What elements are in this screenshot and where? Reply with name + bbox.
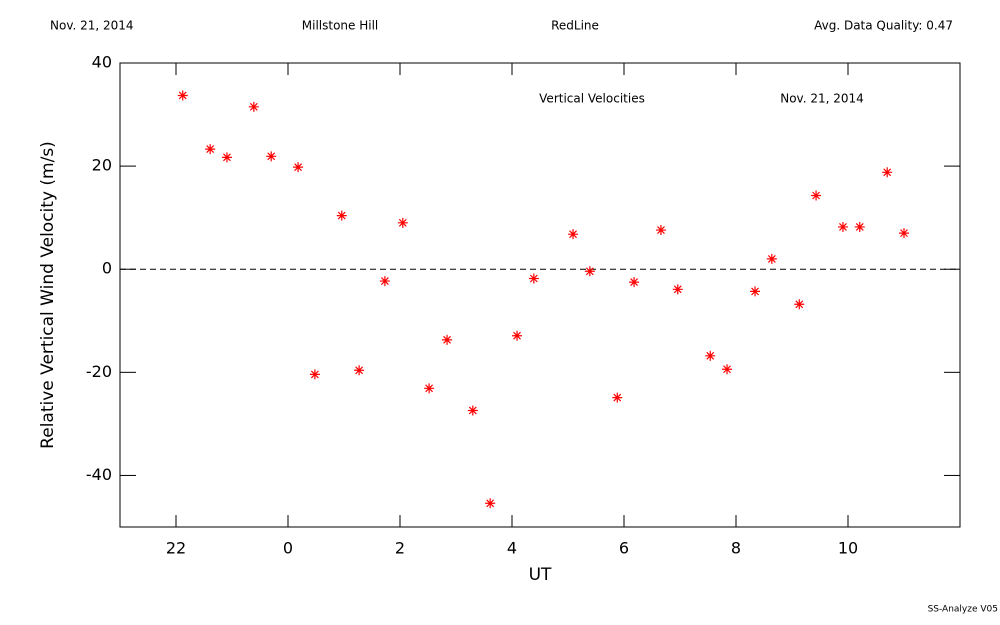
x-axis-label: UT	[529, 565, 552, 585]
data-point	[442, 334, 453, 345]
data-point	[899, 228, 909, 239]
data-point	[629, 277, 640, 288]
x-tick-label: 22	[166, 539, 186, 558]
data-point	[672, 284, 683, 295]
data-point	[612, 392, 623, 403]
y-tick-label: 0	[102, 259, 112, 278]
x-tick-label: 6	[619, 539, 629, 558]
data-point	[794, 299, 805, 310]
data-point	[221, 152, 232, 163]
header-line: RedLine	[551, 19, 599, 33]
data-point	[512, 330, 523, 341]
data-point	[766, 253, 777, 264]
header-site: Millstone Hill	[302, 19, 378, 33]
x-tick-label: 0	[283, 539, 293, 558]
data-point	[379, 276, 390, 287]
y-tick-label: -40	[86, 465, 112, 484]
data-point	[397, 217, 408, 228]
y-tick-label: -20	[86, 362, 112, 381]
y-tick-label: 20	[92, 156, 112, 175]
data-point	[205, 144, 216, 155]
data-point	[354, 365, 365, 376]
data-point	[837, 221, 848, 232]
data-point	[882, 167, 893, 178]
header-date: Nov. 21, 2014	[50, 19, 134, 33]
data-point	[811, 190, 822, 201]
data-point	[568, 229, 579, 240]
data-point	[266, 151, 277, 162]
data-point	[528, 273, 539, 284]
chart-title: Vertical Velocities	[539, 92, 645, 106]
data-point	[655, 225, 666, 236]
data-point	[485, 498, 496, 509]
data-point	[248, 101, 259, 112]
data-point	[309, 369, 320, 380]
data-point	[336, 210, 347, 221]
data-point	[722, 364, 733, 375]
data-point	[467, 405, 478, 416]
x-tick-label: 10	[838, 539, 858, 558]
y-tick-label: 40	[92, 53, 112, 72]
y-axis-label: Relative Vertical Wind Velocity (m/s)	[38, 141, 58, 449]
data-point	[293, 162, 304, 173]
x-tick-label: 4	[507, 539, 517, 558]
data-point	[854, 221, 865, 232]
data-point	[424, 383, 435, 394]
header-quality: Avg. Data Quality: 0.47	[814, 19, 953, 33]
data-point	[750, 286, 761, 297]
x-tick-label: 8	[731, 539, 741, 558]
x-tick-label: 2	[395, 539, 405, 558]
data-point	[177, 90, 188, 101]
data-point	[705, 350, 716, 361]
plot-frame	[119, 62, 961, 528]
annotation: Nov. 21, 2014	[780, 92, 864, 106]
footer: SS-Analyze V05	[928, 605, 998, 615]
data-point	[584, 266, 595, 277]
